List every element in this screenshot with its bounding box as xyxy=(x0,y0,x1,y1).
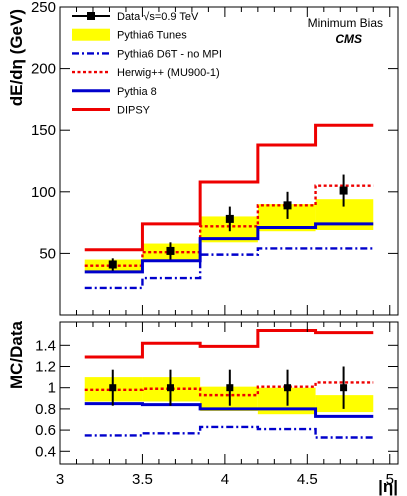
legend-label-herwig-mu900-1: Herwig++ (MU900-1) xyxy=(117,67,220,79)
legend: Data √s=0.9 TeV Pythia6 Tunes Pythia6 D6T … xyxy=(72,11,222,117)
bottom-y-axis-ticks: 0.4 0.6 0.8 1 1.2 1.4 xyxy=(35,337,398,460)
top-data-point-4 xyxy=(283,201,292,210)
top-data-points-layer xyxy=(108,174,348,271)
bottom-series-pythia6-d6t-no-mpi xyxy=(84,425,374,439)
top-y-tick-label: 250 xyxy=(31,0,56,16)
legend-label-pythia6-d6t-no-mpi: Pythia6 D6T - no MPI xyxy=(117,48,222,60)
top-panel: 50 100 150 200 250 dE/dη (GeV) Data √s=0.9 T… xyxy=(7,0,399,316)
top-x-axis-ticks xyxy=(59,7,391,315)
bottom-y-axis-title: MC/Data xyxy=(7,320,26,389)
bottom-series-dipsy xyxy=(84,328,374,359)
legend-label-pythia6-tunes: Pythia6 Tunes xyxy=(117,30,187,42)
bottom-data-point-4 xyxy=(284,384,292,392)
legend-label-dipsy: DIPSY xyxy=(117,105,151,117)
top-data-point-1 xyxy=(108,260,117,269)
top-data-point-5 xyxy=(339,186,348,195)
bottom-y-tick-label: 0.6 xyxy=(35,422,56,439)
x-tick-label: 5 xyxy=(386,471,394,488)
bottom-y-tick-label: 1.4 xyxy=(35,337,56,354)
bottom-mc-lines-layer xyxy=(84,328,374,439)
bottom-x-axis-ticks: 3 3.5 4 4.5 5 xyxy=(56,322,394,488)
top-data-point-3 xyxy=(225,214,234,223)
legend-label-data-s-0-9-tev: Data √s=0.9 TeV xyxy=(117,11,199,23)
top-y-tick-label: 200 xyxy=(31,61,56,78)
top-data-point-2 xyxy=(166,246,175,255)
top-series-pythia-8 xyxy=(84,222,374,274)
top-y-axis-ticks: 50 100 150 200 250 xyxy=(31,0,398,262)
bottom-data-point-5 xyxy=(340,384,348,392)
bottom-y-tick-label: 0.8 xyxy=(35,401,56,418)
bottom-panel: 0.4 0.6 0.8 1 1.2 1.4 3 3.5 4 4.5 5 MC/Data |η| xyxy=(7,320,399,496)
bottom-y-tick-label: 1.2 xyxy=(35,359,56,376)
x-tick-label: 3.5 xyxy=(132,471,153,488)
top-y-tick-label: 50 xyxy=(39,245,56,262)
x-tick-label: 4 xyxy=(221,471,229,488)
top-series-dipsy xyxy=(84,123,374,252)
top-y-tick-label: 100 xyxy=(31,184,56,201)
top-y-tick-label: 150 xyxy=(31,122,56,139)
x-tick-label: 3 xyxy=(56,471,64,488)
minimum-bias-label: Minimum Bias xyxy=(308,16,383,30)
bottom-data-point-3 xyxy=(226,384,234,392)
bottom-data-point-2 xyxy=(166,384,174,392)
legend-symbol-pythia6-tunes xyxy=(72,28,110,41)
bottom-data-point-1 xyxy=(109,384,117,392)
cms-label: CMS xyxy=(335,32,362,46)
top-series-pythia6-d6t-no-mpi xyxy=(84,247,374,290)
legend-symbol-data-s-0-9-tev xyxy=(87,12,95,20)
bottom-series-herwig-mu900-1 xyxy=(84,381,374,397)
x-axis-title: |η| xyxy=(378,477,398,496)
bottom-y-tick-label: 0.4 xyxy=(35,443,56,460)
top-y-axis-title: dE/dη (GeV) xyxy=(7,9,26,106)
bottom-y-tick-label: 1 xyxy=(48,380,56,397)
bottom-data-points-layer xyxy=(109,366,348,409)
x-tick-label: 4.5 xyxy=(297,471,318,488)
bottom-series-pythia-8 xyxy=(84,402,374,418)
legend-label-pythia-8: Pythia 8 xyxy=(117,86,157,98)
